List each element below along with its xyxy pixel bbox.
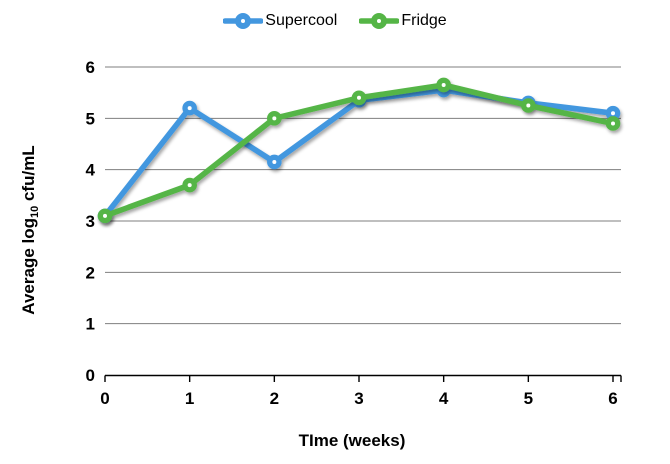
legend-label-fridge: Fridge: [401, 12, 447, 29]
x-tick-label: 4: [439, 389, 449, 408]
y-tick-label: 2: [86, 263, 95, 282]
legend-marker-supercool-icon: [223, 13, 264, 29]
x-tick-label: 0: [100, 389, 109, 408]
marker-center-dot: [272, 116, 277, 121]
gridlines: [105, 66, 621, 325]
marker-center-dot: [103, 213, 107, 218]
y-tick-label: 1: [86, 315, 95, 334]
legend-item-supercool: Supercool: [223, 11, 337, 31]
marker-center-dot: [187, 183, 192, 188]
marker-center-dot: [187, 106, 192, 111]
marker-center-dot: [272, 159, 277, 164]
data-series: [97, 77, 621, 224]
tick-labels: 0 1 2 3 4 5 6 0 1 2 3 4 5 6: [86, 58, 618, 408]
x-tick-label: 5: [524, 389, 533, 408]
x-tick-label: 6: [608, 389, 617, 408]
marker-center-dot: [357, 95, 361, 100]
marker-center-dot: [441, 82, 446, 87]
chart-legend: Supercool Fridge: [0, 11, 670, 31]
marker-center-dot: [611, 121, 615, 126]
y-tick-label: 0: [86, 366, 95, 385]
x-tick-label: 3: [354, 389, 363, 408]
y-axis-title: Average log10 cfu/mL: [18, 145, 42, 315]
x-tick-label: 2: [270, 389, 279, 408]
legend-item-fridge: Fridge: [359, 11, 447, 31]
y-tick-label: 4: [86, 161, 96, 180]
marker-center-dot: [526, 103, 531, 108]
y-tick-label: 3: [86, 212, 95, 231]
series-fridge: [97, 77, 621, 224]
x-axis: [104, 374, 622, 382]
y-tick-label: 6: [86, 58, 95, 77]
y-tick-label: 5: [86, 109, 95, 128]
legend-marker-fridge-icon: [359, 13, 400, 29]
x-axis-title: TIme (weeks): [298, 431, 406, 450]
x-tick-label: 1: [185, 389, 194, 408]
marker-center-dot: [611, 111, 615, 116]
legend-label-supercool: Supercool: [265, 12, 338, 29]
